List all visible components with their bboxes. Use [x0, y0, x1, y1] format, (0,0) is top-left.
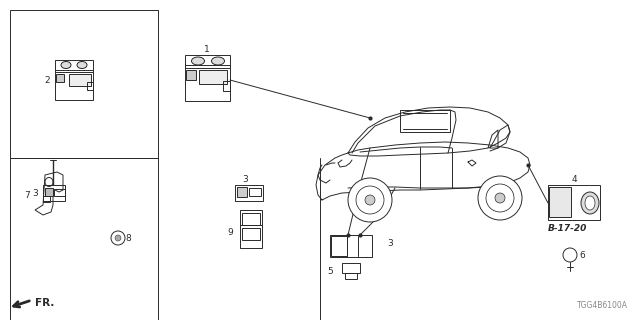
Text: B-17-20: B-17-20: [548, 223, 588, 233]
Bar: [242, 228, 260, 240]
Bar: [549, 187, 571, 217]
Text: 3: 3: [242, 174, 248, 183]
Circle shape: [348, 178, 392, 222]
Circle shape: [495, 193, 505, 203]
Text: 9: 9: [227, 228, 233, 236]
Text: 8: 8: [125, 234, 131, 243]
Bar: [55, 70, 93, 100]
Ellipse shape: [211, 57, 225, 65]
Text: FR.: FR.: [35, 298, 54, 308]
Ellipse shape: [191, 57, 205, 65]
Bar: [330, 235, 372, 257]
Bar: [345, 273, 357, 279]
Ellipse shape: [61, 61, 71, 68]
Bar: [55, 60, 93, 72]
Bar: [186, 70, 196, 80]
Bar: [199, 70, 227, 84]
Bar: [548, 185, 600, 220]
Bar: [43, 196, 50, 202]
Ellipse shape: [581, 192, 599, 214]
Text: 7: 7: [24, 190, 30, 199]
Bar: [185, 65, 230, 101]
Bar: [331, 236, 347, 256]
Ellipse shape: [585, 196, 595, 210]
Bar: [69, 74, 91, 86]
Text: 3: 3: [387, 238, 393, 247]
Bar: [249, 188, 261, 196]
Bar: [45, 188, 53, 196]
Text: 4: 4: [571, 174, 577, 183]
Ellipse shape: [77, 61, 87, 68]
Circle shape: [115, 235, 121, 241]
Circle shape: [478, 176, 522, 220]
Text: 6: 6: [579, 251, 585, 260]
Bar: [400, 110, 450, 132]
Bar: [223, 81, 230, 91]
Bar: [185, 55, 230, 68]
Bar: [56, 74, 64, 82]
Text: 3: 3: [32, 188, 38, 197]
Bar: [240, 210, 262, 248]
Bar: [54, 189, 65, 196]
Bar: [43, 185, 65, 201]
Bar: [10, 10, 158, 158]
Text: 2: 2: [44, 76, 50, 84]
Text: TGG4B6100A: TGG4B6100A: [577, 301, 628, 310]
Bar: [242, 213, 260, 225]
Bar: [237, 187, 247, 197]
Bar: [87, 82, 93, 90]
Bar: [342, 263, 360, 273]
Circle shape: [365, 195, 375, 205]
Bar: [235, 185, 263, 201]
Text: 5: 5: [327, 267, 333, 276]
Text: 1: 1: [204, 44, 210, 53]
